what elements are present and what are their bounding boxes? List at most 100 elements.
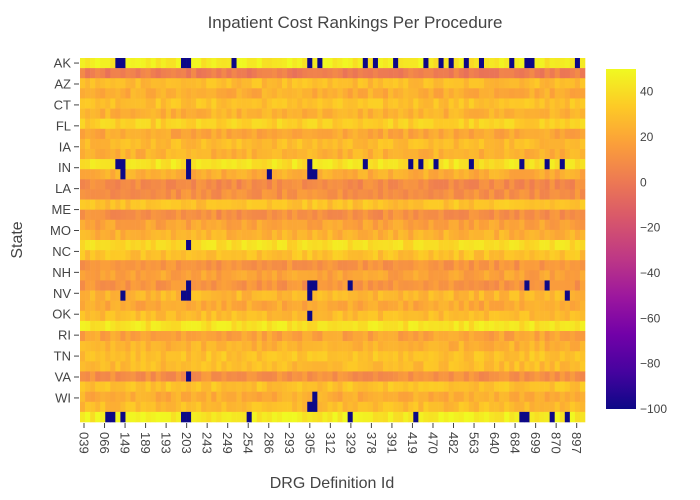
heatmap-cell xyxy=(388,401,394,413)
heatmap-cell xyxy=(145,250,151,261)
heatmap-cell xyxy=(564,98,571,109)
heatmap-cell xyxy=(120,371,126,382)
heatmap-cell xyxy=(150,58,157,69)
heatmap-cell xyxy=(377,280,384,291)
heatmap-cell xyxy=(226,229,232,241)
heatmap-cell xyxy=(115,290,121,301)
heatmap-cell xyxy=(438,401,444,413)
heatmap-cell xyxy=(85,149,91,160)
heatmap-cell xyxy=(145,128,151,140)
heatmap-cell xyxy=(191,78,197,89)
heatmap-cell xyxy=(170,270,177,281)
heatmap-cell xyxy=(388,371,394,382)
heatmap-cell xyxy=(569,320,576,332)
heatmap-cell xyxy=(514,331,520,342)
heatmap-cell xyxy=(342,270,348,281)
heatmap-cell xyxy=(559,209,566,221)
heatmap-cell xyxy=(287,199,293,210)
heatmap-cell xyxy=(266,149,273,160)
heatmap-cell xyxy=(135,179,141,190)
heatmap-cell xyxy=(529,138,535,150)
heatmap-cell xyxy=(372,320,379,332)
heatmap-cell xyxy=(539,88,545,99)
heatmap-cell xyxy=(297,300,303,312)
heatmap-cell xyxy=(292,179,298,190)
heatmap-cell xyxy=(287,189,293,200)
heatmap-cell xyxy=(418,128,424,140)
heatmap-cell xyxy=(261,331,268,342)
heatmap-cell xyxy=(287,361,293,372)
heatmap-cell xyxy=(433,240,439,251)
heatmap-cell xyxy=(362,310,369,322)
heatmap-cell xyxy=(287,88,293,99)
heatmap-cell xyxy=(287,371,293,382)
heatmap-cell xyxy=(352,209,359,221)
heatmap-cell xyxy=(347,411,353,423)
heatmap-cell xyxy=(287,118,293,130)
heatmap-cell xyxy=(130,209,136,221)
heatmap-cell xyxy=(302,401,308,413)
heatmap-cell xyxy=(332,179,338,190)
heatmap-cell xyxy=(398,118,404,130)
heatmap-cell xyxy=(276,361,283,372)
heatmap-cell xyxy=(206,128,212,140)
heatmap-cell xyxy=(226,179,232,190)
heatmap-cell xyxy=(398,341,404,352)
heatmap-cell xyxy=(175,270,182,281)
heatmap-cell xyxy=(393,118,399,130)
heatmap-cell xyxy=(383,159,389,170)
heatmap-cell xyxy=(276,179,283,190)
heatmap-cell xyxy=(302,189,308,200)
heatmap-cell xyxy=(317,300,323,312)
heatmap-cell xyxy=(499,270,505,281)
heatmap-cell xyxy=(110,98,116,109)
heatmap-cell xyxy=(362,149,369,160)
heatmap-cell xyxy=(453,118,460,130)
heatmap-cell xyxy=(357,290,364,301)
heatmap-cell xyxy=(489,260,495,271)
heatmap-cell xyxy=(332,149,338,160)
heatmap-cell xyxy=(216,341,222,352)
heatmap-cell xyxy=(292,341,298,352)
heatmap-cell xyxy=(504,280,510,291)
heatmap-cell xyxy=(509,108,515,119)
heatmap-cell xyxy=(362,361,369,372)
heatmap-cell xyxy=(332,391,338,403)
heatmap-cell xyxy=(484,199,490,210)
heatmap-cell xyxy=(211,68,217,79)
heatmap-cell xyxy=(241,320,247,332)
heatmap-cell xyxy=(317,240,323,251)
heatmap-cell xyxy=(221,78,227,89)
y-tick-label: IN xyxy=(58,160,71,175)
heatmap-cell xyxy=(297,260,303,271)
heatmap-cell xyxy=(529,199,535,210)
heatmap-cell xyxy=(332,361,338,372)
heatmap-cell xyxy=(539,149,545,160)
heatmap-cell xyxy=(105,189,111,200)
heatmap-cell xyxy=(120,270,126,281)
heatmap-cell xyxy=(463,219,470,231)
heatmap-cell xyxy=(408,209,414,221)
heatmap-cell xyxy=(529,381,535,392)
heatmap-cell xyxy=(165,98,172,109)
heatmap-cell xyxy=(85,411,91,423)
heatmap-cell xyxy=(403,219,409,231)
heatmap-cell xyxy=(393,78,399,89)
heatmap-cell xyxy=(170,260,177,271)
heatmap-cell xyxy=(428,199,434,210)
heatmap-cell xyxy=(170,138,177,150)
heatmap-cell xyxy=(236,361,242,372)
heatmap-cell xyxy=(287,58,293,69)
heatmap-cell xyxy=(145,58,151,69)
heatmap-cell xyxy=(357,250,364,261)
heatmap-cell xyxy=(170,189,177,200)
heatmap-cell xyxy=(377,361,384,372)
heatmap-cell xyxy=(120,331,126,342)
heatmap-cell xyxy=(362,159,369,170)
heatmap-cell xyxy=(307,118,313,130)
heatmap-cell xyxy=(418,149,424,160)
heatmap-cell xyxy=(80,371,86,382)
heatmap-cell xyxy=(579,260,586,271)
heatmap-cell xyxy=(206,411,212,423)
heatmap-cell xyxy=(423,78,429,89)
